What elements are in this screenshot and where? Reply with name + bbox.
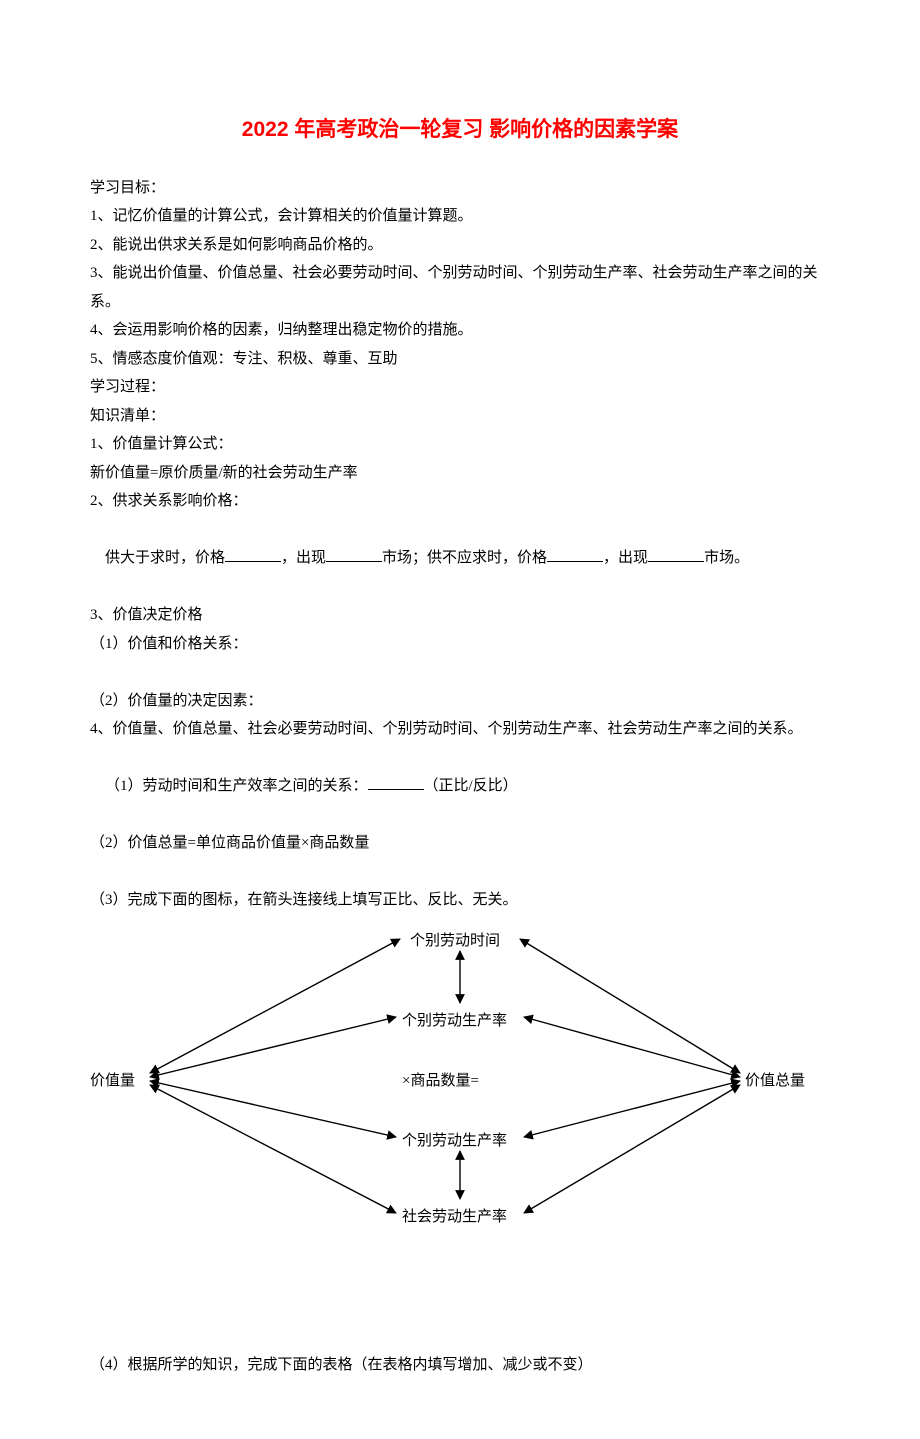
fill-blank[interactable] — [326, 546, 382, 562]
knowledge-1b: 新价值量=原价质量/新的社会劳动生产率 — [90, 459, 830, 488]
knowledge-3b: （2）价值量的决定因素： — [90, 687, 830, 716]
fill-blank[interactable] — [368, 774, 424, 790]
diagram-node-center: ×商品数量= — [402, 1067, 479, 1096]
goal-3: 3、能说出价值量、价值总量、社会必要劳动时间、个别劳动时间、个别劳动生产率、社会… — [90, 259, 830, 316]
fill-blank[interactable] — [547, 546, 603, 562]
spacer — [90, 1231, 830, 1351]
knowledge-4b: （2）价值总量=单位商品价值量×商品数量 — [90, 829, 830, 858]
knowledge-3: 3、价值决定价格 — [90, 601, 830, 630]
fill-blank[interactable] — [225, 546, 281, 562]
knowledge-4a: （1）劳动时间和生产效率之间的关系： （正比/反比） — [90, 744, 830, 830]
knowledge-2: 2、供求关系影响价格： — [90, 487, 830, 516]
diagram-node-bot2: 社会劳动生产率 — [402, 1203, 507, 1232]
k2-mid1: ，出现 — [281, 550, 326, 566]
goal-1: 1、记忆价值量的计算公式，会计算相关的价值量计算题。 — [90, 202, 830, 231]
diagram-node-right: 价值总量 — [745, 1067, 805, 1096]
fill-blank[interactable] — [648, 546, 704, 562]
document-page: 2022 年高考政治一轮复习 影响价格的因素学案 学习目标： 1、记忆价值量的计… — [0, 0, 920, 1439]
goals-header: 学习目标： — [90, 174, 830, 203]
k2-mid2: 市场；供不应求时，价格 — [382, 550, 547, 566]
knowledge-header: 知识清单： — [90, 402, 830, 431]
goal-2: 2、能说出供求关系是如何影响商品价格的。 — [90, 231, 830, 260]
k2-end: 市场。 — [704, 550, 749, 566]
diagram-node-top2: 个别劳动生产率 — [402, 1007, 507, 1036]
goal-4: 4、会运用影响价格的因素，归纳整理出稳定物价的措施。 — [90, 316, 830, 345]
k4a-pre: （1）劳动时间和生产效率之间的关系： — [105, 778, 368, 794]
diagram-node-top1: 个别劳动时间 — [410, 927, 500, 956]
process-header: 学习过程： — [90, 373, 830, 402]
spacer-line — [90, 858, 830, 887]
knowledge-2-fill: 供大于求时，价格 ，出现 市场；供不应求时，价格 ，出现 市场。 — [90, 516, 830, 602]
relationship-diagram: 价值量 价值总量 个别劳动时间 个别劳动生产率 ×商品数量= 个别劳动生产率 社… — [90, 921, 830, 1231]
k4a-post: （正比/反比） — [424, 778, 518, 794]
knowledge-1: 1、价值量计算公式： — [90, 430, 830, 459]
spacer-line — [90, 658, 830, 687]
diagram-node-bot1: 个别劳动生产率 — [402, 1127, 507, 1156]
k2-pre: 供大于求时，价格 — [105, 550, 225, 566]
knowledge-4: 4、价值量、价值总量、社会必要劳动时间、个别劳动时间、个别劳动生产率、社会劳动生… — [90, 715, 830, 744]
knowledge-4d: （4）根据所学的知识，完成下面的表格（在表格内填写增加、减少或不变） — [90, 1351, 830, 1380]
page-title: 2022 年高考政治一轮复习 影响价格的因素学案 — [90, 110, 830, 150]
diagram-node-left: 价值量 — [90, 1067, 135, 1096]
knowledge-4c: （3）完成下面的图标，在箭头连接线上填写正比、反比、无关。 — [90, 886, 830, 915]
k2-mid3: ，出现 — [603, 550, 648, 566]
goal-5: 5、情感态度价值观：专注、积极、尊重、互助 — [90, 345, 830, 374]
knowledge-3a: （1）价值和价格关系： — [90, 630, 830, 659]
